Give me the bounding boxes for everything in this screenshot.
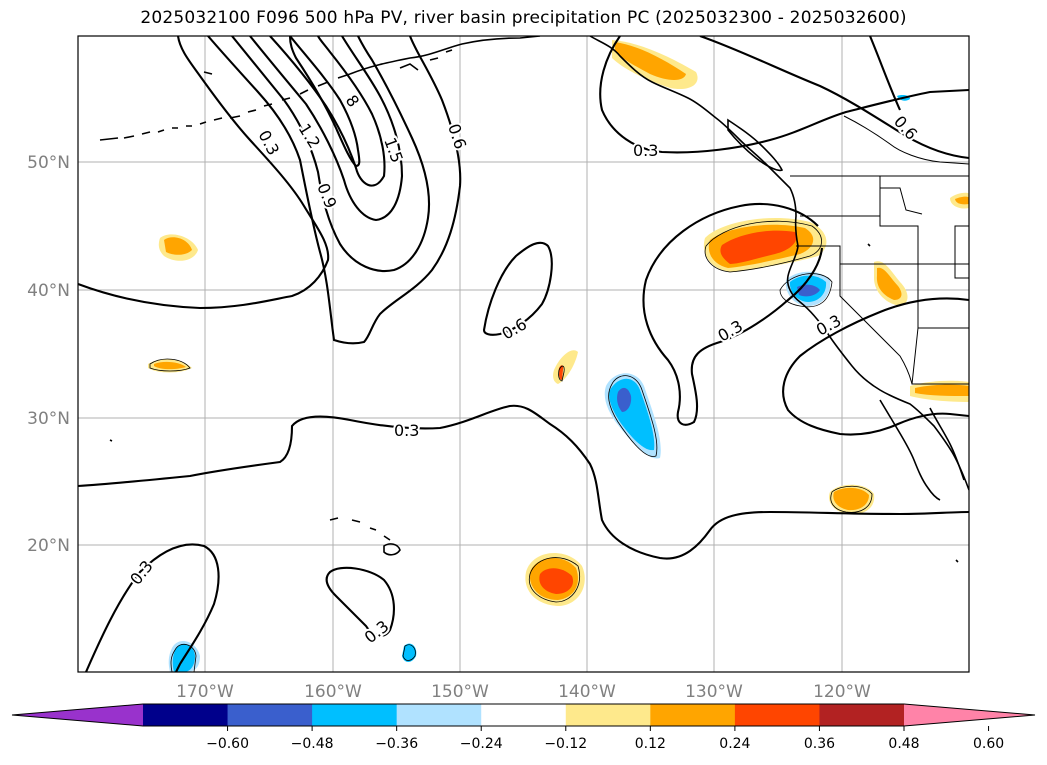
precip-outlines [149, 220, 873, 672]
lon-tick-label: 130°W [685, 682, 743, 702]
colorbar-segment [312, 704, 398, 726]
pv-contour-0.6-west [207, 36, 462, 345]
precip-blob-170w-34n-core [154, 361, 186, 370]
political-borders [790, 115, 969, 385]
lat-tick-label: 30°N [27, 409, 70, 429]
pv-contour-0.3-southeast [782, 297, 969, 436]
colorbar-segment [396, 704, 482, 726]
map-frame [77, 35, 970, 673]
lon-tick-label: 160°W [304, 682, 362, 702]
colorbar-tick-label: −0.24 [460, 736, 503, 752]
pv-contour-0.3-middle [78, 404, 969, 560]
lon-tick-label: 140°W [558, 682, 616, 702]
contour-label: 0.3 [633, 141, 658, 160]
colorbar-tick-label: −0.48 [291, 736, 334, 752]
precip-blob-bc-coast-core [615, 42, 686, 80]
colorbar-segment [227, 704, 313, 726]
precip-blob-ne-corner-core [955, 196, 969, 205]
pv-contour-0.3-oregon [642, 202, 824, 426]
lat-tick-label: 40°N [27, 281, 70, 301]
map-title: 2025032100 F096 500 hPa PV, river basin … [140, 8, 907, 28]
colorbar-tick-label: 0.48 [888, 736, 919, 752]
colorbar-tick-label: 0.12 [635, 736, 666, 752]
coastlines [99, 36, 969, 563]
colorbar-segment [734, 704, 820, 726]
colorbar-tick-label: 0.36 [804, 736, 835, 752]
precip-blob-oregon-core [720, 230, 797, 264]
colorbar-tick-label: 0.60 [973, 736, 1004, 752]
pv-contours [78, 36, 969, 672]
lon-tick-label: 150°W [431, 682, 489, 702]
pv-contour-0.3-west [78, 36, 330, 310]
precip-blob-143w-17n-core [539, 568, 574, 594]
lon-tick-label: 120°W [813, 682, 871, 702]
colorbar-tick-label: 0.24 [719, 736, 750, 752]
pv-contour-0.9 [231, 36, 431, 272]
colorbar-extend-min [12, 704, 143, 726]
colorbar-segment [565, 704, 651, 726]
pv-contour-1.2 [249, 36, 404, 222]
pv-contour-0.6-ne [699, 36, 969, 160]
lon-tick-label: 170°W [176, 682, 234, 702]
precip-blob-120w-23n-core [833, 487, 869, 511]
lat-tick-labels: 50°N 40°N 30°N 20°N [27, 153, 70, 556]
colorbar-segment [481, 704, 567, 726]
precip-blob-155w-12n [402, 643, 417, 662]
pv-contour-0.6-loop [482, 241, 553, 336]
precip-blob-arizona-core [915, 384, 969, 396]
colorbar-extend-max [904, 704, 1035, 726]
colorbar-tick-label: −0.60 [206, 736, 249, 752]
precip-blob-170w-43n-core [164, 237, 192, 255]
colorbar: −0.60 −0.48 −0.36 −0.24 −0.12 0.12 0.24 0.36 0.4… [11, 703, 1036, 752]
map-plot-area [78, 36, 969, 672]
precip-shading [148, 40, 969, 672]
colorbar-segment [143, 704, 229, 726]
pv-contour-inner [288, 36, 361, 168]
lat-tick-label: 20°N [27, 536, 70, 556]
pv-contour-0.3-sw [85, 543, 220, 672]
colorbar-tick-label: −0.12 [544, 736, 587, 752]
lat-tick-label: 50°N [27, 153, 70, 173]
contour-label: 0.3 [394, 421, 419, 440]
lon-tick-labels: 170°W 160°W 150°W 140°W 130°W 120°W [176, 682, 871, 702]
colorbar-segment [650, 704, 736, 726]
pv-contour-0.3-loop-155w [325, 566, 395, 637]
precip-blob-nevada-core [876, 267, 902, 300]
precip-blob-137w-30n-core [617, 387, 632, 412]
colorbar-tick-label: −0.36 [375, 736, 418, 752]
colorbar-segment [819, 704, 905, 726]
colorbar-outline [11, 703, 1036, 727]
